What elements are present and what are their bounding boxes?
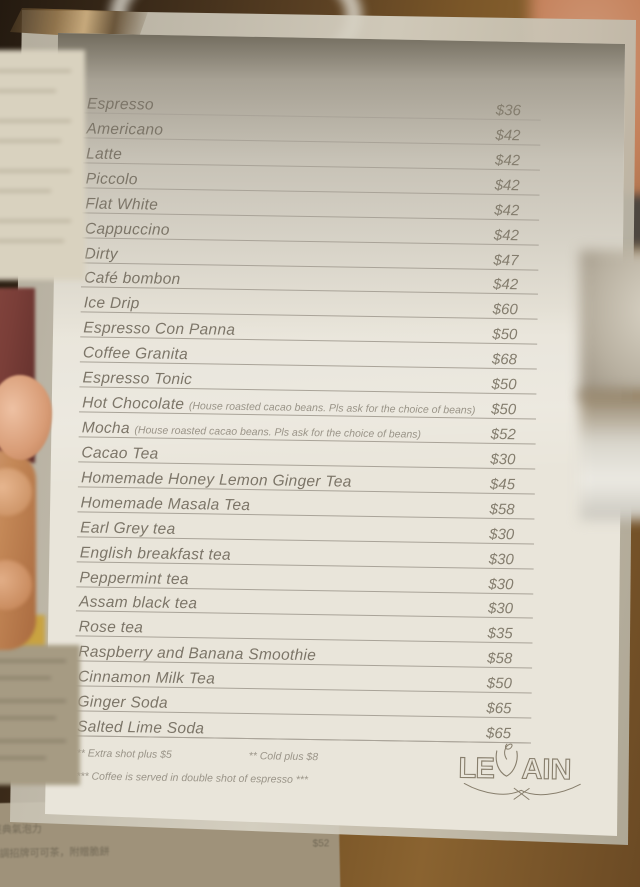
svg-text:E: E <box>475 753 495 785</box>
svg-text:L: L <box>458 752 476 784</box>
svg-text:AIN: AIN <box>521 753 571 786</box>
